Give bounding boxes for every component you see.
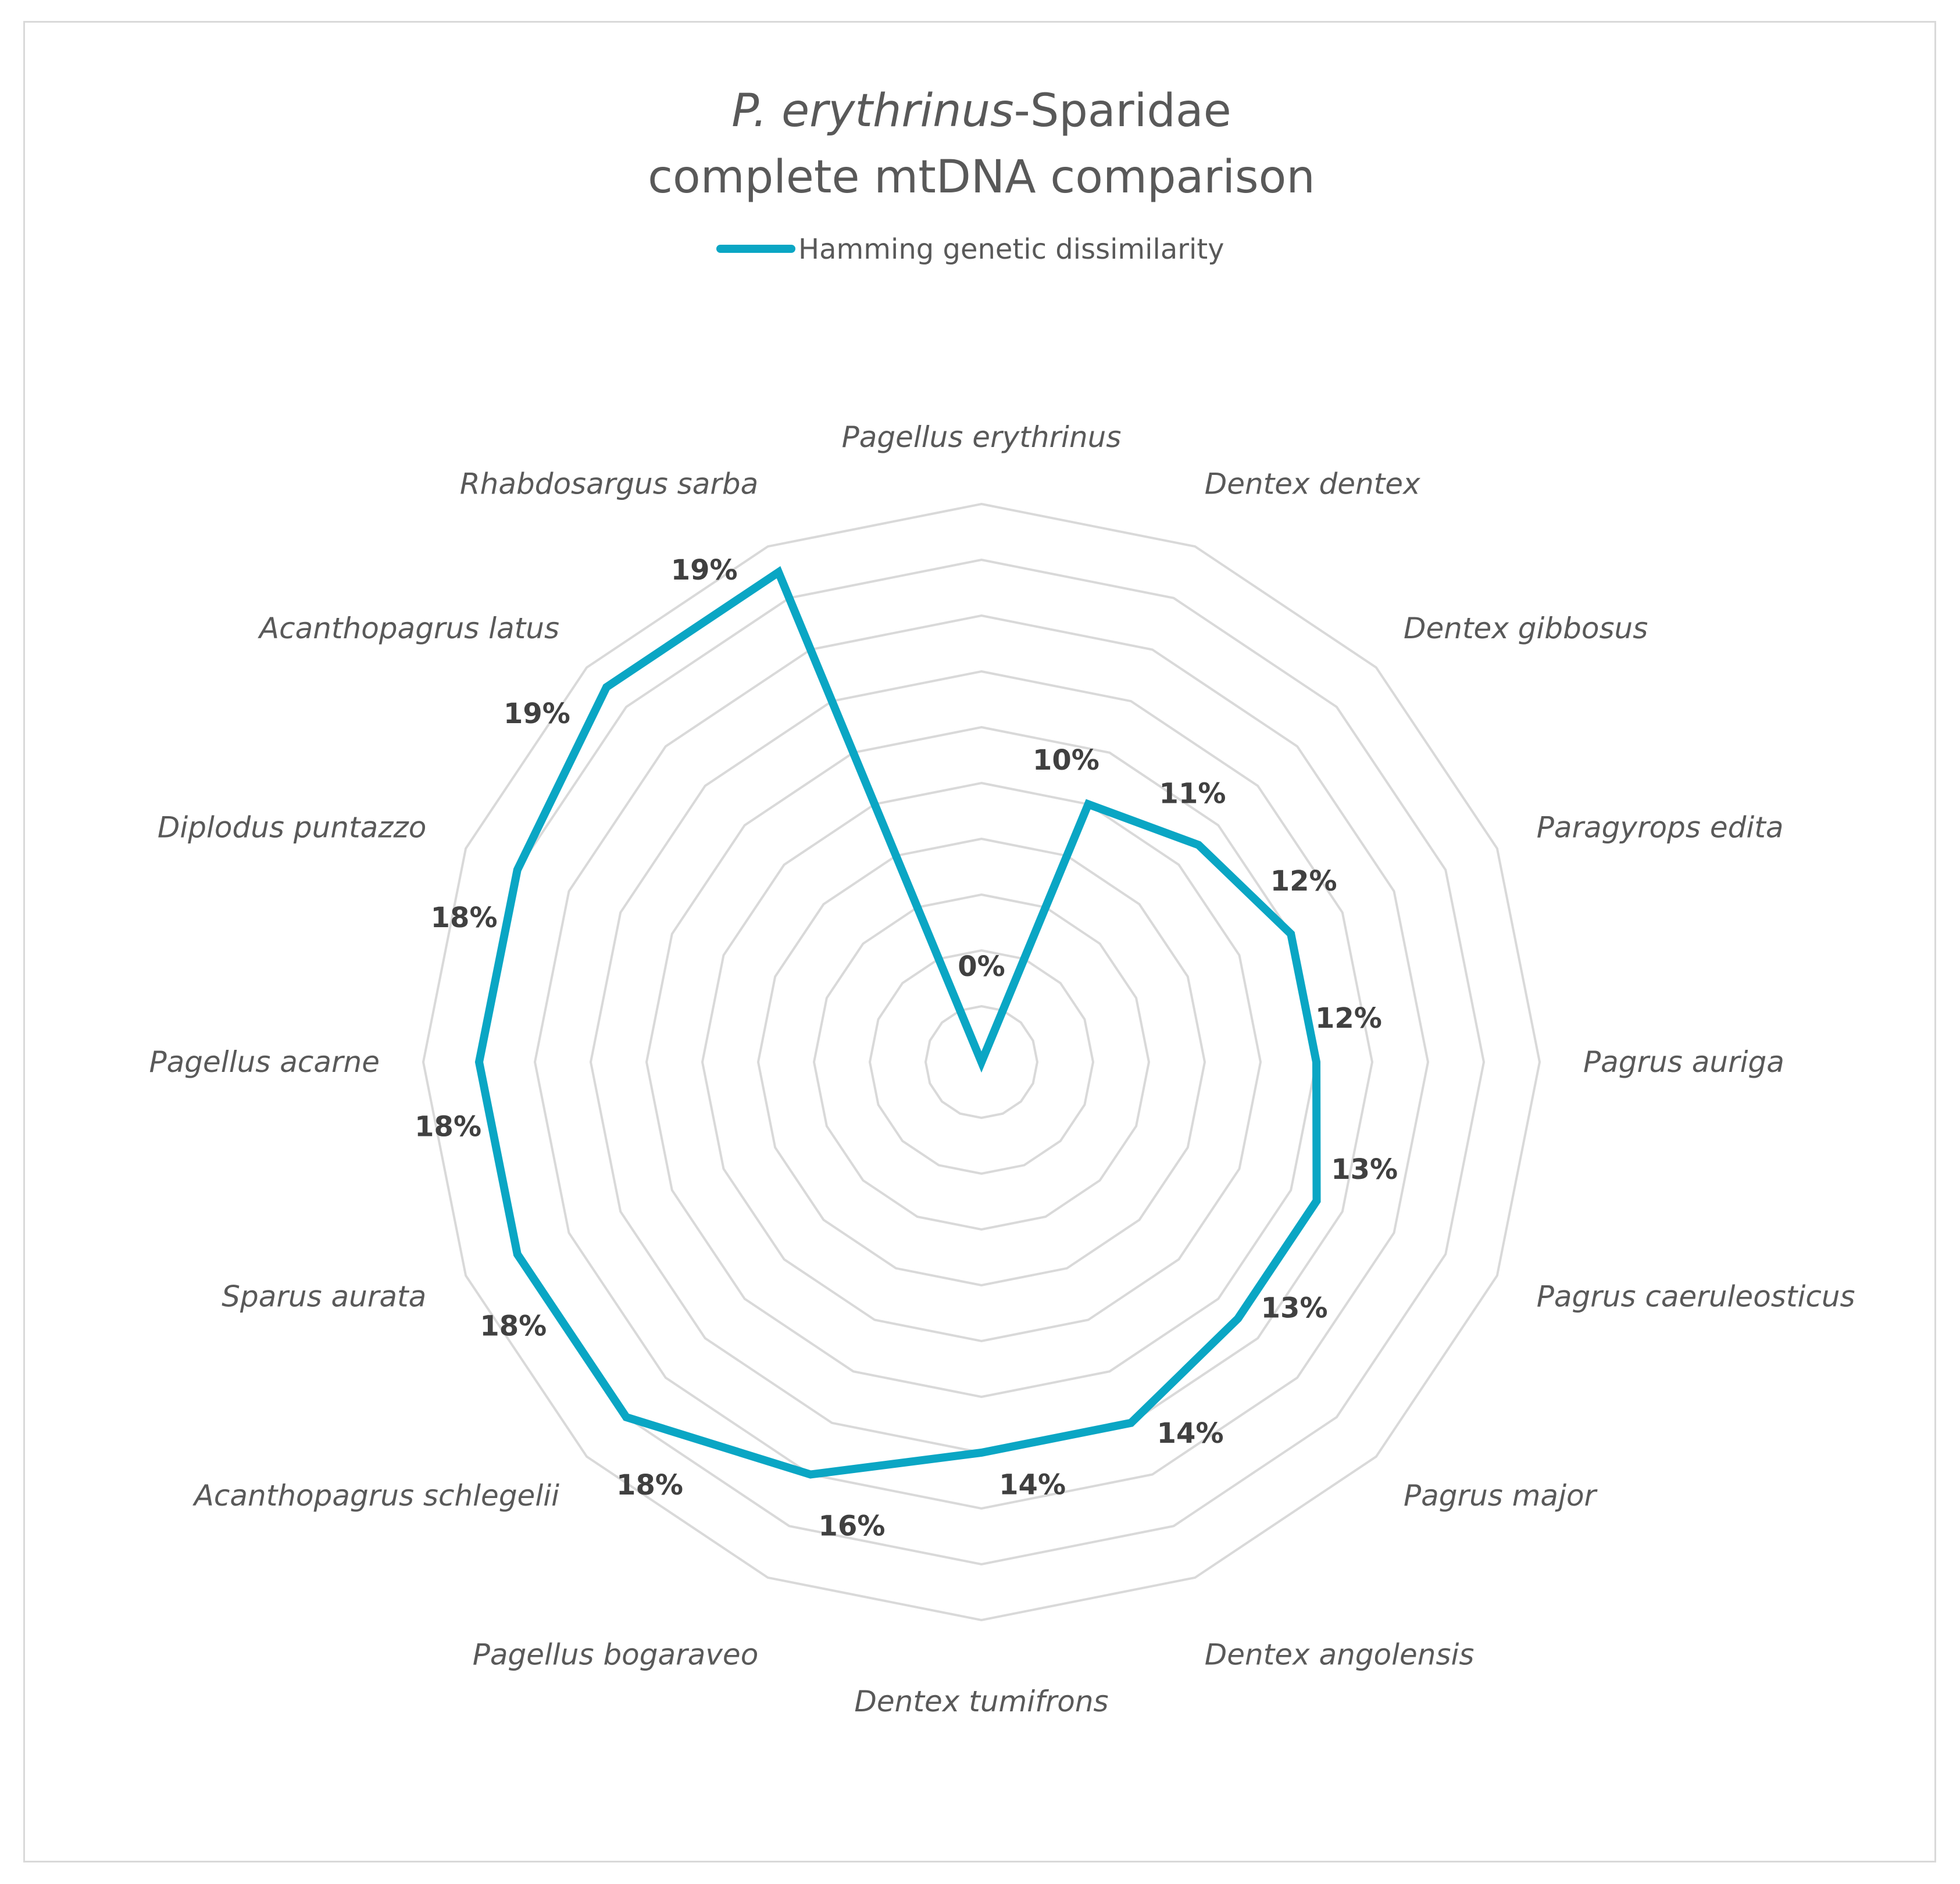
data-label-10: 18% bbox=[616, 1469, 683, 1502]
data-label-15: 19% bbox=[671, 554, 738, 587]
radar-chart: P. erythrinus-Sparidae complete mtDNA co… bbox=[149, 85, 1855, 1718]
grid-ring-5 bbox=[701, 781, 1262, 1343]
grid-ring-9 bbox=[477, 558, 1486, 1566]
category-label-7: Dentex angolensis bbox=[1205, 1638, 1475, 1672]
category-label-13: Diplodus puntazzo bbox=[158, 810, 426, 844]
data-label-2: 11% bbox=[1159, 777, 1226, 810]
data-label-7: 14% bbox=[1157, 1417, 1224, 1450]
category-label-3: Paragyrops edita bbox=[1537, 810, 1784, 844]
chart-title-italic: P. erythrinus bbox=[731, 85, 1013, 137]
category-label-1: Dentex dentex bbox=[1205, 467, 1420, 501]
data-label-4: 12% bbox=[1315, 1002, 1382, 1035]
category-label-15: Rhabdosargus sarba bbox=[460, 467, 758, 501]
data-label-5: 13% bbox=[1331, 1153, 1398, 1186]
data-label-9: 16% bbox=[819, 1510, 886, 1542]
category-label-12: Pagellus acarne bbox=[149, 1045, 380, 1079]
data-label-13: 18% bbox=[431, 902, 498, 934]
grid-ring-8 bbox=[533, 614, 1430, 1510]
radar-series bbox=[474, 566, 1321, 1479]
data-label-6: 13% bbox=[1261, 1292, 1328, 1324]
legend-entry: Hamming genetic dissimilarity bbox=[798, 233, 1224, 266]
grid-ring-10 bbox=[422, 502, 1541, 1622]
data-label-11: 18% bbox=[480, 1310, 547, 1342]
grid-ring-2 bbox=[868, 949, 1095, 1175]
chart-frame: P. erythrinus-Sparidae complete mtDNA co… bbox=[23, 21, 1936, 1862]
data-label-12: 18% bbox=[415, 1111, 481, 1143]
category-label-8: Dentex tumifrons bbox=[854, 1685, 1108, 1718]
data-label-14: 19% bbox=[504, 698, 570, 730]
grid-ring-6 bbox=[645, 725, 1318, 1399]
grid-ring-1 bbox=[924, 1004, 1039, 1120]
data-label-3: 12% bbox=[1270, 865, 1337, 898]
grid-ring-3 bbox=[812, 893, 1151, 1231]
legend: Hamming genetic dissimilarity bbox=[716, 233, 1224, 266]
chart-title-line1: P. erythrinus-Sparidae bbox=[731, 85, 1231, 137]
category-label-5: Pagrus caeruleosticus bbox=[1537, 1280, 1855, 1314]
category-label-9: Pagellus bogaraveo bbox=[473, 1638, 759, 1672]
category-label-4: Pagrus auriga bbox=[1583, 1045, 1784, 1079]
category-label-6: Pagrus major bbox=[1404, 1479, 1598, 1513]
data-label-8: 14% bbox=[999, 1469, 1066, 1502]
data-label-0: 0% bbox=[958, 950, 1005, 983]
category-label-10: Acanthopagrus schlegelii bbox=[192, 1479, 559, 1513]
chart-title-line2: complete mtDNA comparison bbox=[648, 151, 1315, 203]
radar-grid bbox=[422, 502, 1541, 1622]
chart-title-rest: -Sparidae bbox=[1014, 85, 1231, 137]
data-labels: 0% 10% 11% 12% 12% 13% 13% 14% 14% 16% 18% 18% 18% 18… bbox=[415, 554, 1398, 1542]
data-label-1: 10% bbox=[1033, 744, 1099, 777]
series-line bbox=[474, 566, 1321, 1479]
category-label-2: Dentex gibbosus bbox=[1404, 612, 1648, 645]
category-label-0: Pagellus erythrinus bbox=[842, 420, 1122, 454]
category-label-11: Sparus aurata bbox=[222, 1280, 426, 1314]
category-label-14: Acanthopagrus latus bbox=[258, 612, 559, 645]
category-labels: Pagellus erythrinus Dentex dentex Dentex g… bbox=[149, 420, 1855, 1718]
grid-ring-4 bbox=[756, 837, 1206, 1287]
